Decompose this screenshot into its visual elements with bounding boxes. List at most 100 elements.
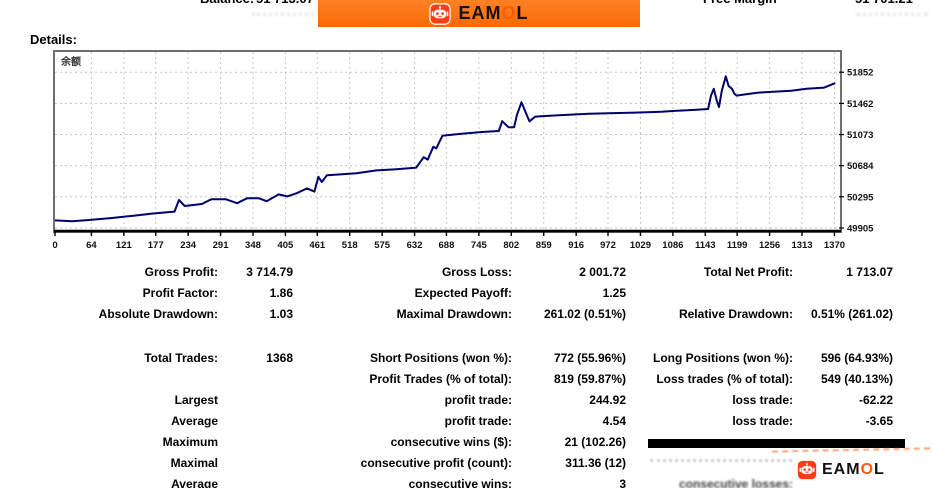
stat-label: loss trade: bbox=[732, 393, 793, 407]
free-margin-value: 51 701.21 bbox=[855, 0, 913, 6]
stat-label: Average bbox=[171, 477, 218, 488]
brand-name: EAMOL bbox=[458, 3, 529, 23]
x-axis-tick-label: 575 bbox=[374, 240, 391, 251]
stat-value: 3 714.79 bbox=[246, 265, 293, 279]
stat-value: 311.36 (12) bbox=[565, 456, 626, 470]
y-axis-tick-label: 50295 bbox=[847, 192, 874, 203]
stat-value bbox=[218, 411, 293, 432]
stat-value: 772 (55.96%) bbox=[553, 351, 626, 365]
y-axis-tick-label: 51462 bbox=[847, 99, 873, 110]
table-row: Average profit trade: 4.54 loss trade: -3.65 bbox=[0, 411, 900, 432]
x-axis-tick-label: 688 bbox=[439, 240, 455, 251]
stat-value: 244.92 bbox=[589, 393, 626, 407]
x-axis-tick-label: 461 bbox=[309, 240, 326, 251]
stat-value: 596 (64.93%) bbox=[820, 351, 893, 365]
x-axis-tick-label: 972 bbox=[600, 240, 616, 251]
balance-label: Balance: bbox=[200, 0, 254, 6]
x-axis-tick-label: 1199 bbox=[727, 240, 748, 251]
stat-label: consecutive losses: bbox=[678, 477, 793, 488]
stat-value: -62.22 bbox=[858, 393, 893, 407]
trade-stats-table: Total Trades: 1368 Short Positions (won %)… bbox=[0, 348, 900, 488]
x-axis-tick-label: 1313 bbox=[791, 240, 812, 251]
x-axis-tick-label: 1086 bbox=[662, 240, 683, 251]
table-row: Maximum consecutive wins ($): 21 (102.26) bbox=[0, 432, 900, 453]
stat-value bbox=[218, 453, 293, 474]
stat-value bbox=[793, 283, 893, 304]
x-axis-tick-label: 234 bbox=[180, 240, 197, 251]
stat-value: 1368 bbox=[266, 351, 293, 365]
watermark-logo: EAMOL bbox=[793, 452, 932, 488]
stat-label: Short Positions (won %): bbox=[370, 351, 512, 365]
y-axis-tick-label: 49905 bbox=[847, 224, 874, 235]
stat-value: 21 (102.26) bbox=[564, 435, 626, 449]
stat-label: loss trade: bbox=[732, 414, 793, 428]
stat-label: consecutive wins: bbox=[408, 477, 512, 488]
x-axis-tick-label: 1143 bbox=[695, 240, 716, 251]
table-row: Total Trades: 1368 Short Positions (won %)… bbox=[0, 348, 900, 369]
x-axis-tick-label: 1029 bbox=[630, 240, 651, 251]
stat-label: Gross Profit: bbox=[144, 265, 218, 279]
stat-value: 1.86 bbox=[269, 286, 293, 300]
blurred-text-smudge bbox=[650, 459, 895, 462]
table-row: Profit Trades (% of total): 819 (59.87%) L… bbox=[0, 369, 900, 390]
stat-label: Expected Payoff: bbox=[414, 286, 512, 300]
x-axis-tick-label: 802 bbox=[503, 240, 519, 251]
stat-label bbox=[626, 453, 793, 474]
stat-value: 3 bbox=[619, 477, 626, 488]
stat-label: Maximal bbox=[170, 456, 218, 470]
stat-label: Loss trades (% of total): bbox=[656, 372, 793, 386]
stat-value: -3.65 bbox=[865, 414, 893, 428]
stat-label: profit trade: bbox=[444, 414, 512, 428]
table-row: Gross Profit: 3 714.79 Gross Loss: 2 001.72… bbox=[0, 262, 900, 283]
stat-label: Profit Factor: bbox=[142, 286, 218, 300]
stat-value: 1.25 bbox=[602, 286, 626, 300]
x-axis-tick-label: 518 bbox=[342, 240, 358, 251]
stat-label: consecutive profit (count): bbox=[360, 456, 512, 470]
stat-value: 1 713.07 bbox=[846, 265, 893, 279]
stat-label: Maximal Drawdown: bbox=[396, 307, 512, 321]
stat-value bbox=[218, 432, 293, 453]
x-axis-tick-label: 0 bbox=[53, 240, 58, 251]
stat-label: Absolute Drawdown: bbox=[98, 307, 218, 321]
ghost-text-smudge bbox=[856, 13, 928, 16]
ghost-text-smudge bbox=[252, 13, 314, 16]
details-heading: Details: bbox=[30, 32, 77, 47]
x-axis-tick-label: 291 bbox=[213, 240, 230, 251]
summary-stats-table: Gross Profit: 3 714.79 Gross Loss: 2 001.72… bbox=[0, 262, 900, 325]
free-margin-label: Free Margin bbox=[703, 0, 777, 6]
stat-label: Largest bbox=[174, 393, 218, 407]
table-row: Absolute Drawdown: 1.03 Maximal Drawdown: 2… bbox=[0, 304, 900, 325]
table-row: Profit Factor: 1.86 Expected Payoff: 1.25 bbox=[0, 283, 900, 304]
stat-label: Gross Loss: bbox=[441, 265, 512, 279]
stat-label: Profit Trades (% of total): bbox=[369, 372, 512, 386]
robot-icon bbox=[797, 460, 817, 480]
x-axis-tick-label: 177 bbox=[148, 240, 164, 251]
table-row: Average consecutive wins: 3 consecutive los… bbox=[0, 474, 900, 488]
stat-value bbox=[218, 390, 293, 411]
stat-value: 261.02 (0.51%) bbox=[543, 307, 626, 321]
stat-value: 0.51% (261.02) bbox=[810, 307, 893, 321]
stat-label bbox=[0, 369, 218, 390]
stat-label: consecutive wins ($): bbox=[390, 435, 512, 449]
stat-value: 1.03 bbox=[269, 307, 293, 321]
redaction-bar bbox=[648, 439, 905, 448]
brand-name: EAMOL bbox=[822, 461, 885, 478]
x-axis-tick-label: 405 bbox=[277, 240, 294, 251]
x-axis-tick-label: 348 bbox=[245, 240, 261, 251]
stat-value: 4.54 bbox=[602, 414, 626, 428]
x-axis-tick-label: 1256 bbox=[759, 240, 780, 251]
stat-value: 2 001.72 bbox=[579, 265, 626, 279]
stat-value bbox=[218, 474, 293, 488]
y-axis-tick-label: 51073 bbox=[847, 130, 873, 141]
table-row: Largest profit trade: 244.92 loss trade: -62… bbox=[0, 390, 900, 411]
x-axis-tick-label: 121 bbox=[116, 240, 133, 251]
x-axis-tick-label: 745 bbox=[471, 240, 488, 251]
stat-label: Maximum bbox=[162, 435, 218, 449]
y-axis-tick-label: 51852 bbox=[847, 68, 873, 79]
stat-label: Long Positions (won %): bbox=[653, 351, 793, 365]
robot-icon bbox=[429, 2, 452, 25]
stat-label: profit trade: bbox=[444, 393, 512, 407]
stat-label: Total Net Profit: bbox=[703, 265, 793, 279]
balance-chart: 0 64 121 177 234 291 348 405 461 518 575 632 688 745 8… bbox=[52, 50, 932, 265]
